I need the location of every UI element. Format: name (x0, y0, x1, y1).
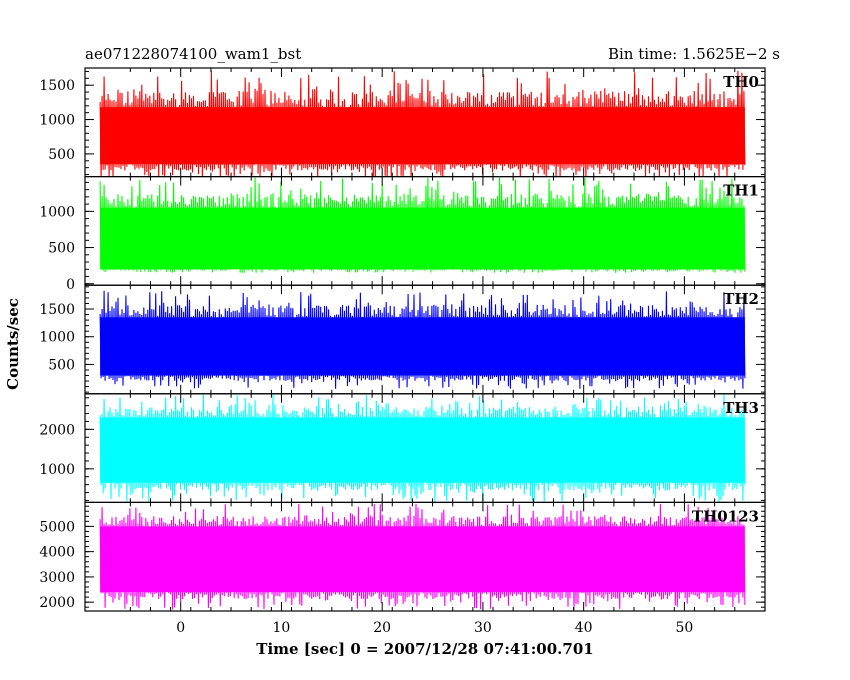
series-th2-core (100, 317, 745, 376)
y-tick-label: 4000 (39, 545, 75, 561)
x-tick-label: 40 (575, 620, 593, 636)
x-tick-label: 0 (176, 620, 185, 636)
y-tick-label: 1000 (39, 462, 75, 478)
panel-th1: 0 500 1000 TH1 (39, 176, 766, 293)
y-tick-label: 500 (48, 147, 75, 163)
x-tick-label: 50 (675, 620, 693, 636)
x-axis-label: Time [sec] 0 = 2007/12/28 07:41:00.701 (256, 640, 593, 658)
series-th3-core (100, 417, 745, 483)
panels: 500 1000 1500 TH0 0 500 1000 TH1 500 1000 1500 TH2 1… (39, 67, 766, 612)
y-tick-label: 5000 (39, 519, 75, 535)
y-tick-label: 0 (66, 277, 75, 293)
panel-label-th2: TH2 (723, 290, 759, 308)
y-tick-label: 3000 (39, 570, 75, 586)
y-tick-label: 2000 (39, 595, 75, 611)
x-tick-label: 10 (273, 620, 291, 636)
y-tick-label: 2000 (39, 422, 75, 438)
y-tick-label: 1000 (39, 330, 75, 346)
panel-label-th1: TH1 (723, 182, 759, 200)
panel-th3: 1000 2000 TH3 (39, 393, 766, 503)
series-th0-core (100, 107, 745, 165)
y-tick-label: 500 (48, 357, 75, 373)
panel-th0: 500 1000 1500 TH0 (39, 67, 766, 178)
x-tick-label: 30 (474, 620, 492, 636)
y-tick-label: 500 (48, 241, 75, 257)
panel-th2: 500 1000 1500 TH2 (39, 284, 766, 395)
panel-label-th0123: TH0123 (692, 507, 759, 525)
panel-label-th0: TH0 (723, 73, 759, 91)
x-tick-label: 20 (373, 620, 391, 636)
series-th0123-core (100, 526, 745, 593)
y-tick-label: 1500 (39, 78, 75, 94)
series-th1-core (100, 207, 745, 270)
x-axis-ticks: 0 10 20 30 40 50 (176, 620, 693, 636)
chart-title-right: Bin time: 1.5625E−2 s (608, 45, 780, 63)
chart-title-left: ae071228074100_wam1_bst (85, 45, 301, 63)
y-axis-label: Counts/sec (4, 298, 22, 390)
y-tick-label: 1000 (39, 113, 75, 129)
y-tick-label: 1500 (39, 302, 75, 318)
panel-label-th3: TH3 (723, 399, 759, 417)
panel-th0123: 2000 3000 4000 5000 TH0123 (39, 501, 766, 612)
y-tick-label: 1000 (39, 204, 75, 220)
